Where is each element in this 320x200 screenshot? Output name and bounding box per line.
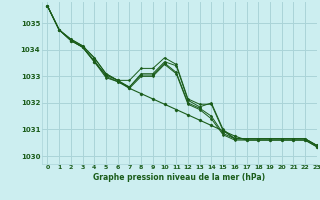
X-axis label: Graphe pression niveau de la mer (hPa): Graphe pression niveau de la mer (hPa) <box>93 173 265 182</box>
